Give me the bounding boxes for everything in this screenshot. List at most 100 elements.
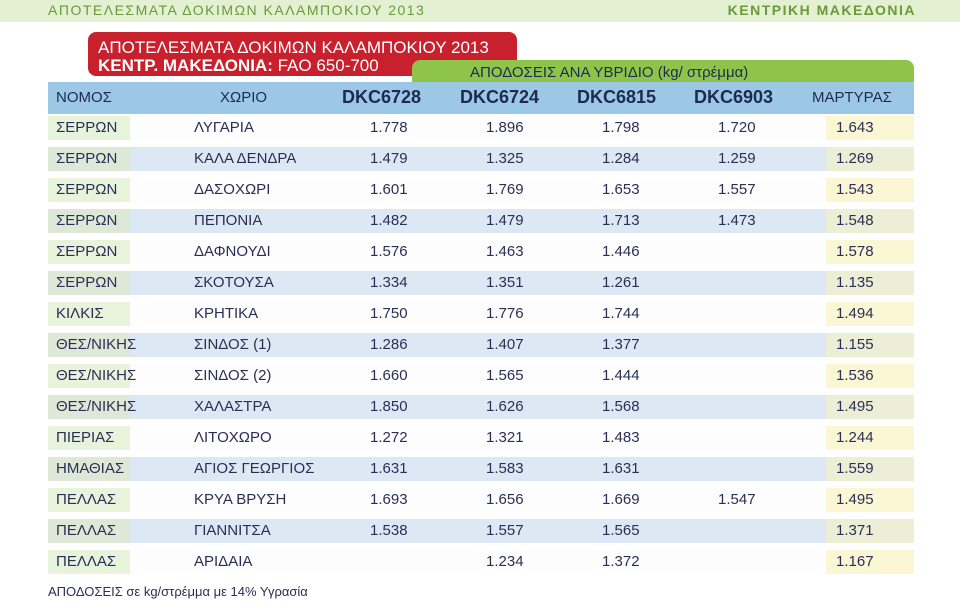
cell-dkc6724: 1.565 (486, 367, 524, 384)
cell-dkc6728: 1.601 (370, 181, 408, 198)
nomos-cell-bg (48, 457, 130, 481)
cell-dkc6728: 1.286 (370, 336, 408, 353)
cell-dkc6728: 1.850 (370, 398, 408, 415)
martyras-cell-bg (826, 209, 914, 233)
cell-dkc6728: 1.482 (370, 212, 408, 229)
nomos-cell-bg (48, 488, 130, 512)
table-row: ΣΕΡΡΩΝ ΚΑΛΑ ΔΕΝΔΡΑ 1.479 1.325 1.284 1.259 1.2… (48, 147, 914, 171)
cell-martyras: 1.548 (836, 212, 874, 229)
cell-xorio: ΛΥΓΑΡΙΑ (194, 119, 254, 136)
nomos-cell-bg (48, 147, 130, 171)
cell-nomos: ΗΜΑΘΙΑΣ (56, 460, 125, 477)
cell-dkc6815: 1.653 (602, 181, 640, 198)
nomos-cell-bg (48, 240, 130, 264)
cell-dkc6724: 1.351 (486, 274, 524, 291)
nomos-cell-bg (48, 271, 130, 295)
cell-xorio: ΑΓΙΟΣ ΓΕΩΡΓΙΟΣ (194, 460, 315, 477)
table-row: ΠΕΛΛΑΣ ΓΙΑΝΝΙΤΣΑ 1.538 1.557 1.565 1.371 (48, 519, 914, 543)
nomos-cell-bg (48, 364, 130, 388)
cell-dkc6728: 1.693 (370, 491, 408, 508)
cell-nomos: ΘΕΣ/ΝΙΚΗΣ (56, 398, 137, 415)
nomos-cell-bg (48, 426, 130, 450)
col-header-nomos: ΝΟΜΟΣ (56, 89, 112, 106)
cell-dkc6815: 1.669 (602, 491, 640, 508)
cell-dkc6728: 1.538 (370, 522, 408, 539)
cell-martyras: 1.559 (836, 460, 874, 477)
table-title-box: ΑΠΟΤΕΛΕΣΜΑΤΑ ΔΟΚΙΜΩΝ ΚΑΛΑΜΠΟΚΙΟΥ 2013 ΚΕ… (88, 32, 517, 76)
cell-dkc6815: 1.444 (602, 367, 640, 384)
cell-dkc6724: 1.557 (486, 522, 524, 539)
table-row: ΚΙΛΚΙΣ ΚΡΗΤΙΚΑ 1.750 1.776 1.744 1.494 (48, 302, 914, 326)
cell-martyras: 1.371 (836, 522, 874, 539)
cell-xorio: ΣΙΝΔΟΣ (2) (194, 367, 272, 384)
cell-dkc6903: 1.259 (718, 150, 756, 167)
nomos-cell-bg (48, 116, 130, 140)
martyras-cell-bg (826, 519, 914, 543)
cell-dkc6815: 1.446 (602, 243, 640, 260)
banner-title: ΑΠΟΤΕΛΕΣΜΑΤΑ ΔΟΚΙΜΩΝ ΚΑΛΑΜΠΟΚΙΟΥ 2013 (48, 2, 426, 18)
cell-dkc6903: 1.557 (718, 181, 756, 198)
table-row: ΣΕΡΡΩΝ ΛΥΓΑΡΙΑ 1.778 1.896 1.798 1.720 1.643 (48, 116, 914, 140)
cell-xorio: ΔΑΦΝΟΥΔΙ (194, 243, 271, 260)
cell-nomos: ΘΕΣ/ΝΙΚΗΣ (56, 367, 137, 384)
table-row: ΘΕΣ/ΝΙΚΗΣ ΣΙΝΔΟΣ (1) 1.286 1.407 1.377 1.155 (48, 333, 914, 357)
col-header-xorio: ΧΩΡΙΟ (220, 89, 268, 106)
martyras-cell-bg (826, 302, 914, 326)
cell-dkc6728: 1.660 (370, 367, 408, 384)
cell-xorio: ΠΕΠΟΝΙΑ (194, 212, 263, 229)
nomos-cell-bg (48, 550, 130, 574)
cell-martyras: 1.495 (836, 491, 874, 508)
cell-dkc6728: 1.576 (370, 243, 408, 260)
martyras-cell-bg (826, 457, 914, 481)
cell-dkc6724: 1.656 (486, 491, 524, 508)
cell-dkc6724: 1.896 (486, 119, 524, 136)
region-label: ΚΕΝΤΡ. ΜΑΚΕΔΟΝΙΑ: (98, 56, 273, 75)
martyras-cell-bg (826, 147, 914, 171)
cell-dkc6903: 1.720 (718, 119, 756, 136)
cell-nomos: ΣΕΡΡΩΝ (56, 243, 118, 260)
martyras-cell-bg (826, 333, 914, 357)
cell-dkc6728: 1.750 (370, 305, 408, 322)
cell-dkc6815: 1.483 (602, 429, 640, 446)
cell-xorio: ΑΡΙΔΑΙΑ (194, 553, 253, 570)
group-header-label: ΑΠΟΔΟΣΕΙΣ ΑΝΑ ΥΒΡΙΔΙΟ (kg/ στρέμμα) (470, 64, 749, 81)
cell-xorio: ΣΚΟΤΟΥΣΑ (194, 274, 274, 291)
col-header-dkc6724: DKC6724 (460, 87, 540, 107)
cell-martyras: 1.495 (836, 398, 874, 415)
cell-nomos: ΣΕΡΡΩΝ (56, 119, 118, 136)
cell-martyras: 1.494 (836, 305, 874, 322)
column-header-row: ΝΟΜΟΣ ΧΩΡΙΟ DKC6728 DKC6724 DKC6815 DKC6… (48, 82, 914, 114)
cell-dkc6728: 1.778 (370, 119, 408, 136)
footnote: ΑΠΟΔΟΣΕΙΣ σε kg/στρέμμα με 14% Υγρασία (48, 584, 308, 599)
cell-dkc6724: 1.234 (486, 553, 524, 570)
cell-xorio: ΛΙΤΟΧΩΡΟ (194, 429, 272, 446)
cell-nomos: ΠΕΛΛΑΣ (56, 491, 117, 508)
cell-dkc6724: 1.769 (486, 181, 524, 198)
martyras-cell-bg (826, 488, 914, 512)
cell-dkc6815: 1.631 (602, 460, 640, 477)
col-header-dkc6903: DKC6903 (694, 87, 774, 107)
cell-dkc6724: 1.479 (486, 212, 524, 229)
cell-xorio: ΣΙΝΔΟΣ (1) (194, 336, 272, 353)
cell-martyras: 1.244 (836, 429, 874, 446)
cell-dkc6724: 1.321 (486, 429, 524, 446)
table-row: ΣΕΡΡΩΝ ΔΑΦΝΟΥΔΙ 1.576 1.463 1.446 1.578 (48, 240, 914, 264)
nomos-cell-bg (48, 302, 130, 326)
cell-xorio: ΧΑΛΑΣΤΡΑ (194, 398, 272, 415)
cell-dkc6815: 1.372 (602, 553, 640, 570)
nomos-cell-bg (48, 395, 130, 419)
col-header-dkc6728: DKC6728 (342, 87, 422, 107)
cell-dkc6903: 1.547 (718, 491, 756, 508)
cell-dkc6724: 1.407 (486, 336, 524, 353)
cell-martyras: 1.543 (836, 181, 874, 198)
cell-martyras: 1.269 (836, 150, 874, 167)
cell-martyras: 1.167 (836, 553, 874, 570)
col-header-martyras: ΜΑΡΤΥΡΑΣ (812, 89, 892, 106)
table-title-line1: ΑΠΟΤΕΛΕΣΜΑΤΑ ΔΟΚΙΜΩΝ ΚΑΛΑΜΠΟΚΙΟΥ 2013 (98, 38, 489, 57)
martyras-cell-bg (826, 178, 914, 202)
cell-dkc6815: 1.568 (602, 398, 640, 415)
table-row: ΘΕΣ/ΝΙΚΗΣ ΣΙΝΔΟΣ (2) 1.660 1.565 1.444 1.536 (48, 364, 914, 388)
cell-nomos: ΘΕΣ/ΝΙΚΗΣ (56, 336, 137, 353)
table-title-line2: ΚΕΝΤΡ. ΜΑΚΕΔΟΝΙΑ: FAO 650-700 (98, 56, 379, 76)
table-row: ΗΜΑΘΙΑΣ ΑΓΙΟΣ ΓΕΩΡΓΙΟΣ 1.631 1.583 1.631 1.55… (48, 457, 914, 481)
